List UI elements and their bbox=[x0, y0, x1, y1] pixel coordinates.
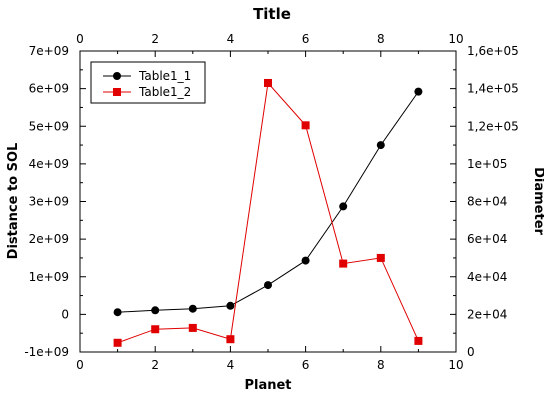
y-left-tick-label: -1e+09 bbox=[24, 345, 69, 359]
x-tick-label-bottom: 0 bbox=[76, 358, 84, 372]
series-1-point bbox=[188, 304, 197, 313]
y-left-tick-label: 4e+09 bbox=[29, 157, 69, 171]
legend-marker-2 bbox=[113, 88, 121, 96]
y-left-tick-label: 2e+09 bbox=[29, 232, 69, 246]
y-right-tick-label: 8e+04 bbox=[467, 195, 507, 209]
legend-label-1: Table1_1 bbox=[138, 69, 191, 83]
series-line-1 bbox=[117, 91, 419, 313]
series-1-point bbox=[151, 306, 160, 315]
series-line-2 bbox=[117, 81, 419, 344]
y-left-tick-label: 7e+09 bbox=[29, 44, 69, 58]
y-left-axis-title: Distance to SOL bbox=[6, 143, 21, 260]
y-right-tick-label: 6e+04 bbox=[467, 232, 507, 246]
x-tick-label-bottom: 4 bbox=[227, 358, 235, 372]
x-tick-label-top: 0 bbox=[76, 32, 84, 46]
series-1-point bbox=[113, 308, 122, 317]
x-tick-label-top: 6 bbox=[302, 32, 310, 46]
series-1-point bbox=[226, 301, 235, 310]
x-tick-label-top: 2 bbox=[151, 32, 159, 46]
series-1-point bbox=[264, 281, 272, 290]
y-left-tick-label: 3e+09 bbox=[29, 195, 69, 209]
series-2-point bbox=[151, 325, 160, 334]
legend-box bbox=[90, 61, 206, 104]
x-tick-label-top: 8 bbox=[377, 32, 385, 46]
series-2-point bbox=[113, 338, 122, 347]
y-right-axis-title: Diameter bbox=[531, 167, 544, 235]
series-1-point bbox=[301, 256, 310, 265]
y-right-tick-label: 2e+04 bbox=[467, 307, 507, 321]
series-1-point bbox=[339, 202, 348, 211]
legend-marker-1 bbox=[113, 72, 121, 80]
series-1-point bbox=[376, 141, 385, 150]
y-right-tick-label: 4e+04 bbox=[467, 270, 507, 284]
x-tick-label-bottom: 2 bbox=[151, 358, 159, 372]
y-left-tick-label: 1e+09 bbox=[29, 270, 69, 284]
series-2-point bbox=[414, 336, 423, 345]
x-tick-label-bottom: 6 bbox=[302, 358, 310, 372]
y-right-tick-label: 1e+05 bbox=[467, 157, 507, 171]
series-2-point bbox=[301, 121, 310, 130]
series-2-point bbox=[226, 335, 235, 344]
series-2-point bbox=[339, 259, 348, 268]
ticks-layer: 0 0 2 2 4 4 6 6 8 8 10 10 -1e+09 0 1e+09 2e+09 3e+09 4e+0… bbox=[24, 32, 518, 372]
y-right-tick-label: 1,2e+05 bbox=[467, 119, 519, 133]
y-right-tick-label: 0 bbox=[467, 345, 475, 359]
legend-label-2: Table1_2 bbox=[138, 85, 191, 99]
x-tick-label-bottom: 8 bbox=[377, 358, 385, 372]
y-left-tick-label: 5e+09 bbox=[29, 119, 69, 133]
y-right-tick-label: 1,6e+05 bbox=[467, 44, 519, 58]
x-axis-title: Planet bbox=[244, 378, 291, 393]
series-2-point bbox=[188, 323, 197, 332]
legend: Table1_1 Table1_2 bbox=[90, 61, 206, 104]
x-tick-label-top: 10 bbox=[448, 32, 463, 46]
y-left-tick-label: 0 bbox=[61, 307, 69, 321]
chart-title: Title bbox=[253, 5, 291, 23]
x-tick-label-top: 4 bbox=[227, 32, 235, 46]
y-left-tick-label: 6e+09 bbox=[29, 82, 69, 96]
series-2-point bbox=[264, 78, 272, 87]
series-layer bbox=[113, 78, 423, 347]
series-2-point bbox=[376, 253, 385, 262]
series-1-point bbox=[414, 87, 423, 96]
x-tick-label-bottom: 10 bbox=[448, 358, 463, 372]
y-right-tick-label: 1,4e+05 bbox=[467, 82, 519, 96]
